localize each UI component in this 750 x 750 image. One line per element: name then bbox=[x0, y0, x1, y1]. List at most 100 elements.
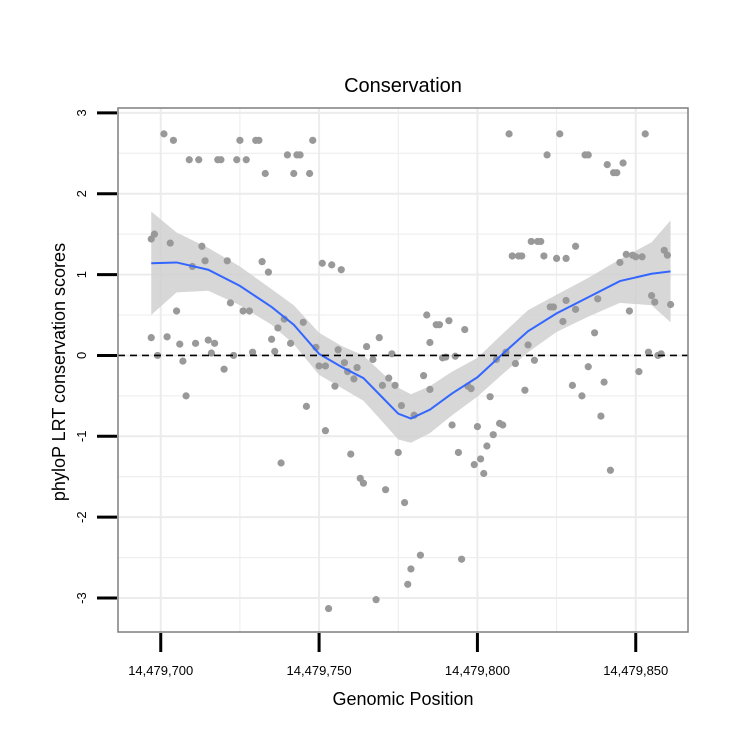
data-point bbox=[451, 352, 459, 360]
data-point bbox=[150, 230, 159, 238]
data-point bbox=[454, 448, 463, 457]
data-point bbox=[632, 253, 640, 261]
data-point bbox=[299, 318, 307, 326]
data-point bbox=[641, 130, 649, 138]
data-point bbox=[255, 136, 263, 144]
y-tick-label: 1 bbox=[74, 271, 89, 278]
data-point bbox=[340, 359, 349, 367]
chart-title: Conservation bbox=[344, 75, 462, 97]
data-point bbox=[274, 324, 282, 332]
data-point bbox=[271, 347, 279, 356]
x-tick-label: 14,479,750 bbox=[287, 663, 352, 678]
data-point bbox=[562, 296, 570, 305]
data-point bbox=[407, 565, 415, 573]
data-point bbox=[334, 346, 342, 354]
data-point bbox=[442, 353, 450, 361]
data-point bbox=[416, 551, 425, 559]
data-point bbox=[372, 596, 380, 604]
data-point bbox=[182, 392, 190, 400]
data-point bbox=[296, 151, 304, 159]
data-point bbox=[606, 466, 615, 474]
data-point bbox=[505, 130, 513, 138]
data-point bbox=[461, 325, 469, 334]
data-point bbox=[347, 450, 355, 458]
data-point bbox=[521, 386, 529, 394]
data-point bbox=[625, 307, 634, 315]
data-point bbox=[328, 261, 336, 269]
data-point bbox=[423, 311, 431, 319]
data-point bbox=[321, 427, 330, 435]
data-point bbox=[426, 338, 434, 347]
data-point bbox=[220, 365, 228, 373]
data-point bbox=[286, 339, 295, 347]
data-point bbox=[651, 298, 659, 306]
data-point bbox=[248, 348, 257, 356]
data-point bbox=[473, 423, 482, 431]
data-point bbox=[448, 421, 456, 429]
data-point bbox=[362, 342, 371, 351]
data-point bbox=[590, 329, 599, 337]
data-point bbox=[584, 363, 592, 371]
y-tick-label: 2 bbox=[74, 190, 89, 197]
data-point bbox=[613, 169, 621, 177]
data-point bbox=[556, 130, 564, 138]
y-tick-label: -2 bbox=[74, 511, 89, 523]
data-point bbox=[530, 356, 539, 364]
data-point bbox=[166, 239, 174, 247]
data-point bbox=[391, 381, 399, 389]
data-point bbox=[385, 374, 393, 382]
data-point bbox=[616, 258, 624, 267]
data-point bbox=[359, 479, 368, 487]
data-point bbox=[540, 252, 548, 260]
data-point bbox=[483, 442, 491, 450]
x-axis-title: Genomic Position bbox=[332, 689, 473, 709]
data-point bbox=[321, 362, 330, 370]
data-point bbox=[499, 421, 507, 429]
data-point bbox=[239, 307, 247, 315]
data-point bbox=[419, 372, 428, 380]
y-tick-label: -3 bbox=[74, 592, 89, 604]
data-point bbox=[185, 156, 193, 164]
y-tick-label: -1 bbox=[74, 431, 89, 443]
data-point bbox=[315, 362, 323, 370]
data-point bbox=[549, 303, 558, 311]
data-point bbox=[400, 499, 409, 507]
data-point bbox=[147, 334, 155, 342]
data-point bbox=[486, 393, 494, 401]
data-point bbox=[657, 350, 665, 358]
data-point bbox=[245, 307, 254, 315]
data-point bbox=[201, 257, 209, 265]
data-point bbox=[258, 258, 266, 266]
data-point bbox=[635, 368, 643, 376]
data-point bbox=[524, 341, 532, 349]
data-point bbox=[223, 257, 231, 265]
x-tick-label: 14,479,700 bbox=[128, 663, 193, 678]
data-point bbox=[176, 340, 184, 348]
data-point bbox=[426, 385, 434, 394]
data-point bbox=[571, 305, 580, 313]
data-point bbox=[457, 555, 466, 563]
data-point bbox=[638, 253, 646, 261]
data-point bbox=[261, 169, 269, 178]
data-point bbox=[198, 242, 206, 250]
y-tick-label: 3 bbox=[74, 109, 89, 116]
x-tick-label: 14,479,850 bbox=[603, 663, 668, 678]
data-point bbox=[663, 251, 672, 259]
data-point bbox=[204, 336, 212, 344]
data-point bbox=[666, 300, 675, 309]
data-point bbox=[543, 151, 551, 159]
data-point bbox=[394, 448, 402, 457]
data-point bbox=[603, 161, 611, 169]
data-point bbox=[619, 159, 627, 167]
data-point bbox=[562, 254, 570, 263]
data-point bbox=[290, 169, 298, 178]
data-point bbox=[647, 292, 656, 300]
data-point bbox=[163, 333, 171, 341]
data-point bbox=[467, 384, 475, 393]
data-point bbox=[172, 307, 181, 315]
data-point bbox=[302, 402, 311, 410]
data-point bbox=[511, 359, 520, 368]
data-point bbox=[559, 317, 567, 326]
data-point bbox=[375, 334, 383, 342]
